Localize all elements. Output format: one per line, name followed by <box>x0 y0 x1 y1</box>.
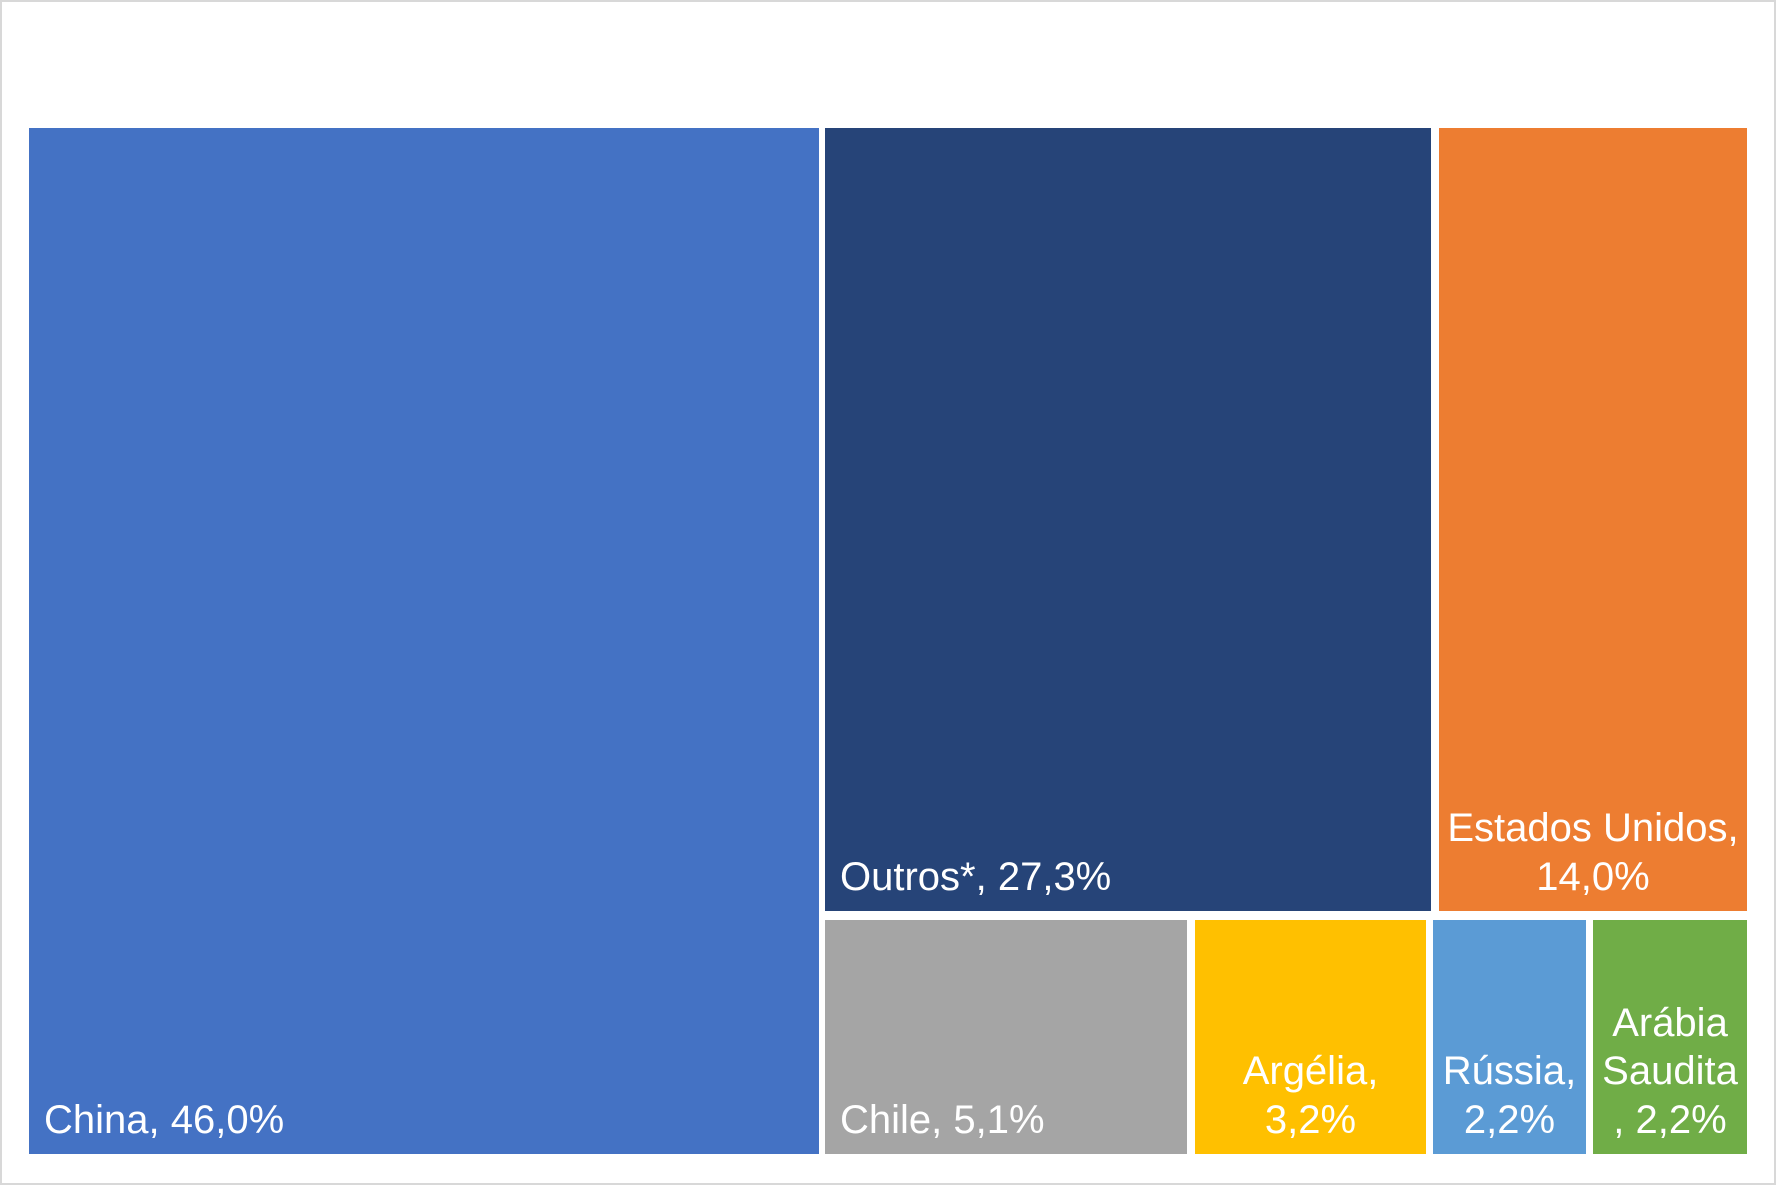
treemap-label-outros: Outros*, 27,3% <box>840 854 1112 899</box>
treemap-label-arabia-saudita: Arábia Saudita , 2,2% <box>1602 1000 1738 1142</box>
treemap-tile-argelia: Argélia, 3,2% <box>1195 920 1426 1154</box>
treemap-label-estados-unidos: Estados Unidos, 14,0% <box>1447 806 1739 899</box>
treemap-tile-chile: Chile, 5,1% <box>825 920 1187 1154</box>
treemap-label-russia: Rússia, 2,2% <box>1442 1049 1577 1142</box>
treemap-tile-outros: Outros*, 27,3% <box>825 128 1431 911</box>
treemap-label-chile: Chile, 5,1% <box>840 1097 1045 1142</box>
treemap-tile-russia: Rússia, 2,2% <box>1433 920 1586 1154</box>
treemap-plot-area: China, 46,0% Outros*, 27,3% Estados Unidos… <box>29 128 1747 1154</box>
treemap-tile-china: China, 46,0% <box>29 128 819 1154</box>
treemap-tile-estados-unidos: Estados Unidos, 14,0% <box>1439 128 1747 911</box>
treemap-label-argelia: Argélia, 3,2% <box>1242 1049 1379 1142</box>
treemap-tile-arabia-saudita: Arábia Saudita , 2,2% <box>1593 920 1747 1154</box>
treemap-label-china: China, 46,0% <box>44 1097 285 1142</box>
